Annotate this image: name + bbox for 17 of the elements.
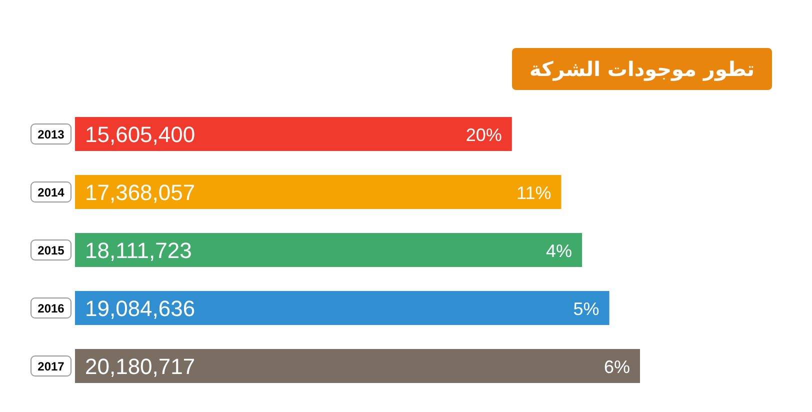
y-tick-label: 2013 xyxy=(38,128,65,142)
y-tick-label: 2017 xyxy=(38,360,65,374)
annotation: 11% xyxy=(516,183,552,203)
data-label: 15,605,400 xyxy=(85,122,196,147)
annotation: 20% xyxy=(466,125,502,145)
data-label: 19,084,636 xyxy=(85,296,196,321)
data-label: 17,368,057 xyxy=(85,180,196,205)
annotation: 6% xyxy=(604,357,630,377)
title: تطور موجودات الشركة xyxy=(512,48,772,90)
data-label: 18,111,723 xyxy=(85,238,192,263)
y-tick-label: 2015 xyxy=(38,244,65,258)
data-label: 20,180,717 xyxy=(85,354,196,379)
annotation: 5% xyxy=(573,299,600,319)
y-tick-label: 2014 xyxy=(38,186,65,200)
y-tick-label: 2016 xyxy=(38,302,65,316)
chart-title: تطور موجودات الشركة xyxy=(530,57,754,81)
annotation: 4% xyxy=(546,241,572,261)
